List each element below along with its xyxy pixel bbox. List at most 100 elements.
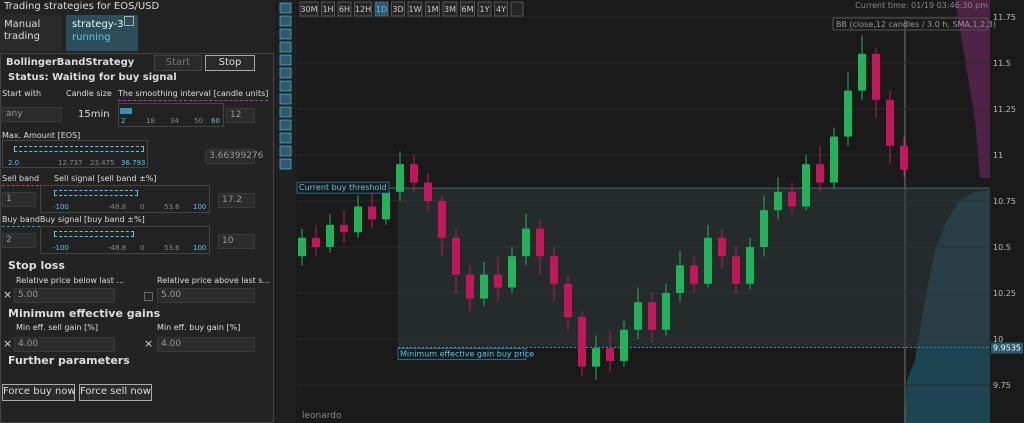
tool-column bbox=[276, 0, 296, 423]
force-buy[interactable]: Force buy now bbox=[2, 384, 76, 401]
toolbar-label[interactable]: 3D bbox=[392, 5, 403, 14]
checkbox[interactable] bbox=[144, 292, 153, 301]
label: The smoothing interval [candle units] bbox=[118, 88, 269, 101]
candle-body bbox=[844, 90, 852, 137]
toolbar-label[interactable]: 1M bbox=[427, 5, 439, 14]
candle-body bbox=[620, 329, 628, 362]
tool-icon[interactable] bbox=[279, 67, 292, 79]
slider-tick: 18 bbox=[146, 117, 155, 125]
toolbar-button[interactable] bbox=[425, 1, 440, 17]
candle-body bbox=[690, 265, 698, 284]
input[interactable]: 3.66399276 bbox=[205, 149, 263, 164]
input[interactable]: 4.00 bbox=[157, 337, 255, 352]
input[interactable]: 10 bbox=[218, 234, 255, 249]
slider[interactable] bbox=[40, 185, 210, 213]
tool-icon[interactable] bbox=[279, 28, 292, 40]
label: Min eff. sell gain [%] bbox=[16, 323, 98, 332]
label: Relative price below last ... bbox=[16, 276, 125, 285]
toolbar-button[interactable] bbox=[442, 1, 458, 17]
input[interactable]: 5.00 bbox=[157, 288, 255, 303]
tool-icon[interactable] bbox=[279, 106, 292, 118]
tool-icon[interactable] bbox=[279, 2, 292, 14]
tool-icon[interactable] bbox=[279, 15, 292, 27]
toolbar-label[interactable]: 1D bbox=[376, 5, 387, 14]
checkbox-x[interactable]: × bbox=[3, 337, 13, 350]
start-button[interactable]: Start bbox=[154, 55, 202, 71]
tab-active[interactable] bbox=[66, 15, 138, 51]
candle-body bbox=[830, 136, 838, 183]
input[interactable]: 12 bbox=[226, 108, 255, 123]
value: 15min bbox=[78, 109, 110, 120]
toolbar-label[interactable]: 3M bbox=[444, 5, 456, 14]
candle-body bbox=[382, 191, 390, 220]
min-gain-value-box bbox=[991, 342, 1023, 354]
toolbar-label[interactable]: 1Y bbox=[480, 5, 490, 14]
y-tick-label: 10.75 bbox=[993, 197, 1016, 206]
buy-threshold-box bbox=[296, 181, 390, 194]
candle-body bbox=[746, 247, 754, 284]
candle-body bbox=[354, 206, 362, 233]
label: Candle size bbox=[66, 89, 112, 98]
force-sell[interactable]: Force sell now bbox=[79, 384, 152, 401]
tab-label[interactable]: strategy-3 bbox=[72, 19, 124, 30]
toolbar-label[interactable]: 1W bbox=[409, 5, 422, 14]
toolbar-button[interactable] bbox=[477, 1, 492, 17]
select[interactable]: any bbox=[2, 107, 62, 122]
toolbar-label[interactable]: 6M bbox=[462, 5, 474, 14]
candle-body bbox=[634, 302, 642, 330]
tool-icon[interactable] bbox=[279, 80, 292, 92]
tool-icon[interactable] bbox=[279, 158, 292, 170]
candle-body bbox=[816, 164, 824, 183]
close-icon[interactable] bbox=[124, 16, 134, 26]
candle-body bbox=[368, 206, 376, 220]
candle-body bbox=[550, 256, 558, 284]
tool-icon[interactable] bbox=[279, 41, 292, 53]
slider[interactable] bbox=[2, 140, 148, 168]
status: Status: Waiting for buy signal bbox=[8, 72, 177, 83]
input[interactable]: 4.00 bbox=[14, 337, 115, 352]
slider[interactable] bbox=[40, 226, 210, 254]
toolbar-button[interactable] bbox=[494, 1, 508, 17]
toolbar-label[interactable]: 12H bbox=[355, 5, 371, 14]
candle-body bbox=[494, 274, 502, 288]
tool-icon[interactable] bbox=[279, 93, 292, 105]
checkbox-x[interactable]: × bbox=[3, 288, 13, 301]
slider-tick: 34 bbox=[170, 117, 179, 125]
checkbox-x[interactable]: × bbox=[144, 337, 154, 350]
tool-icon[interactable] bbox=[279, 119, 292, 131]
toolbar-button[interactable] bbox=[354, 1, 372, 17]
toolbar-button[interactable] bbox=[407, 1, 423, 17]
stop-button[interactable]: Stop bbox=[205, 55, 255, 71]
toolbar-label[interactable]: 1H bbox=[322, 5, 333, 14]
input[interactable]: 17.2 bbox=[218, 193, 255, 208]
tab-label[interactable]: Manual trading bbox=[4, 19, 41, 42]
tool-icon[interactable] bbox=[279, 54, 292, 66]
min-gain-box bbox=[397, 348, 527, 360]
candle-body bbox=[298, 237, 306, 257]
tool-icon[interactable] bbox=[279, 145, 292, 157]
toolbar-label[interactable]: 4Y bbox=[496, 5, 506, 14]
tool-icon[interactable] bbox=[279, 132, 292, 144]
toolbar-label[interactable]: 30M bbox=[300, 5, 317, 14]
chart: leonardo Current time: 01/19 03:46:30 pm… bbox=[275, 0, 1024, 423]
toolbar-button[interactable] bbox=[299, 1, 319, 17]
y-tick-label: 9.75 bbox=[993, 381, 1011, 390]
select[interactable]: 1 bbox=[2, 192, 36, 207]
tab[interactable] bbox=[0, 15, 62, 51]
toolbar-button[interactable] bbox=[391, 1, 405, 17]
toolbar-button[interactable] bbox=[374, 1, 389, 17]
select[interactable]: 2 bbox=[2, 233, 36, 248]
slider[interactable] bbox=[118, 103, 224, 127]
candle-body bbox=[718, 237, 726, 257]
flag-button[interactable] bbox=[510, 1, 524, 17]
toolbar-button[interactable] bbox=[460, 1, 475, 17]
candle-body bbox=[340, 224, 348, 233]
toolbar-label[interactable]: 6H bbox=[339, 5, 350, 14]
slider-fill bbox=[54, 190, 138, 196]
slider-tick: 60 bbox=[211, 117, 220, 125]
candle-body bbox=[578, 316, 586, 367]
candle-body bbox=[480, 274, 488, 299]
toolbar-button[interactable] bbox=[321, 1, 335, 17]
input[interactable]: 5.00 bbox=[14, 288, 115, 303]
toolbar-button[interactable] bbox=[337, 1, 352, 17]
